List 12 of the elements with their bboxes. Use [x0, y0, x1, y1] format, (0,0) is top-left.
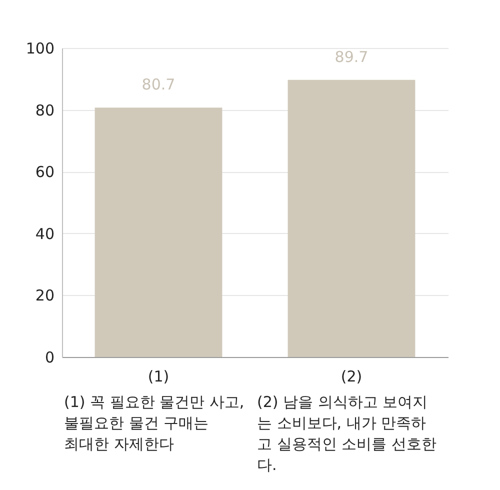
y-tick-label: 0	[44, 348, 54, 366]
text: (2) 남을 의식하고 보여지는 소비보다, 내가 만족하고 실용적인 소비를 선호한다.	[257, 393, 436, 474]
x-tick-label: (2)	[340, 368, 362, 386]
x-tick-label: (1)	[148, 368, 170, 386]
y-tick-label: 40	[35, 224, 54, 243]
data-label: 89.7	[334, 48, 368, 66]
data-label: 80.7	[142, 76, 176, 94]
text: (1) 꼭 필요한 물건만 사고, 불필요한 물건 구매는 최대한 자제한다	[64, 393, 244, 453]
y-tick-label: 20	[35, 286, 54, 305]
y-tick-label: 80	[35, 101, 54, 120]
y-tick-label: 60	[35, 163, 54, 182]
y-tick-label: 100	[26, 40, 54, 58]
